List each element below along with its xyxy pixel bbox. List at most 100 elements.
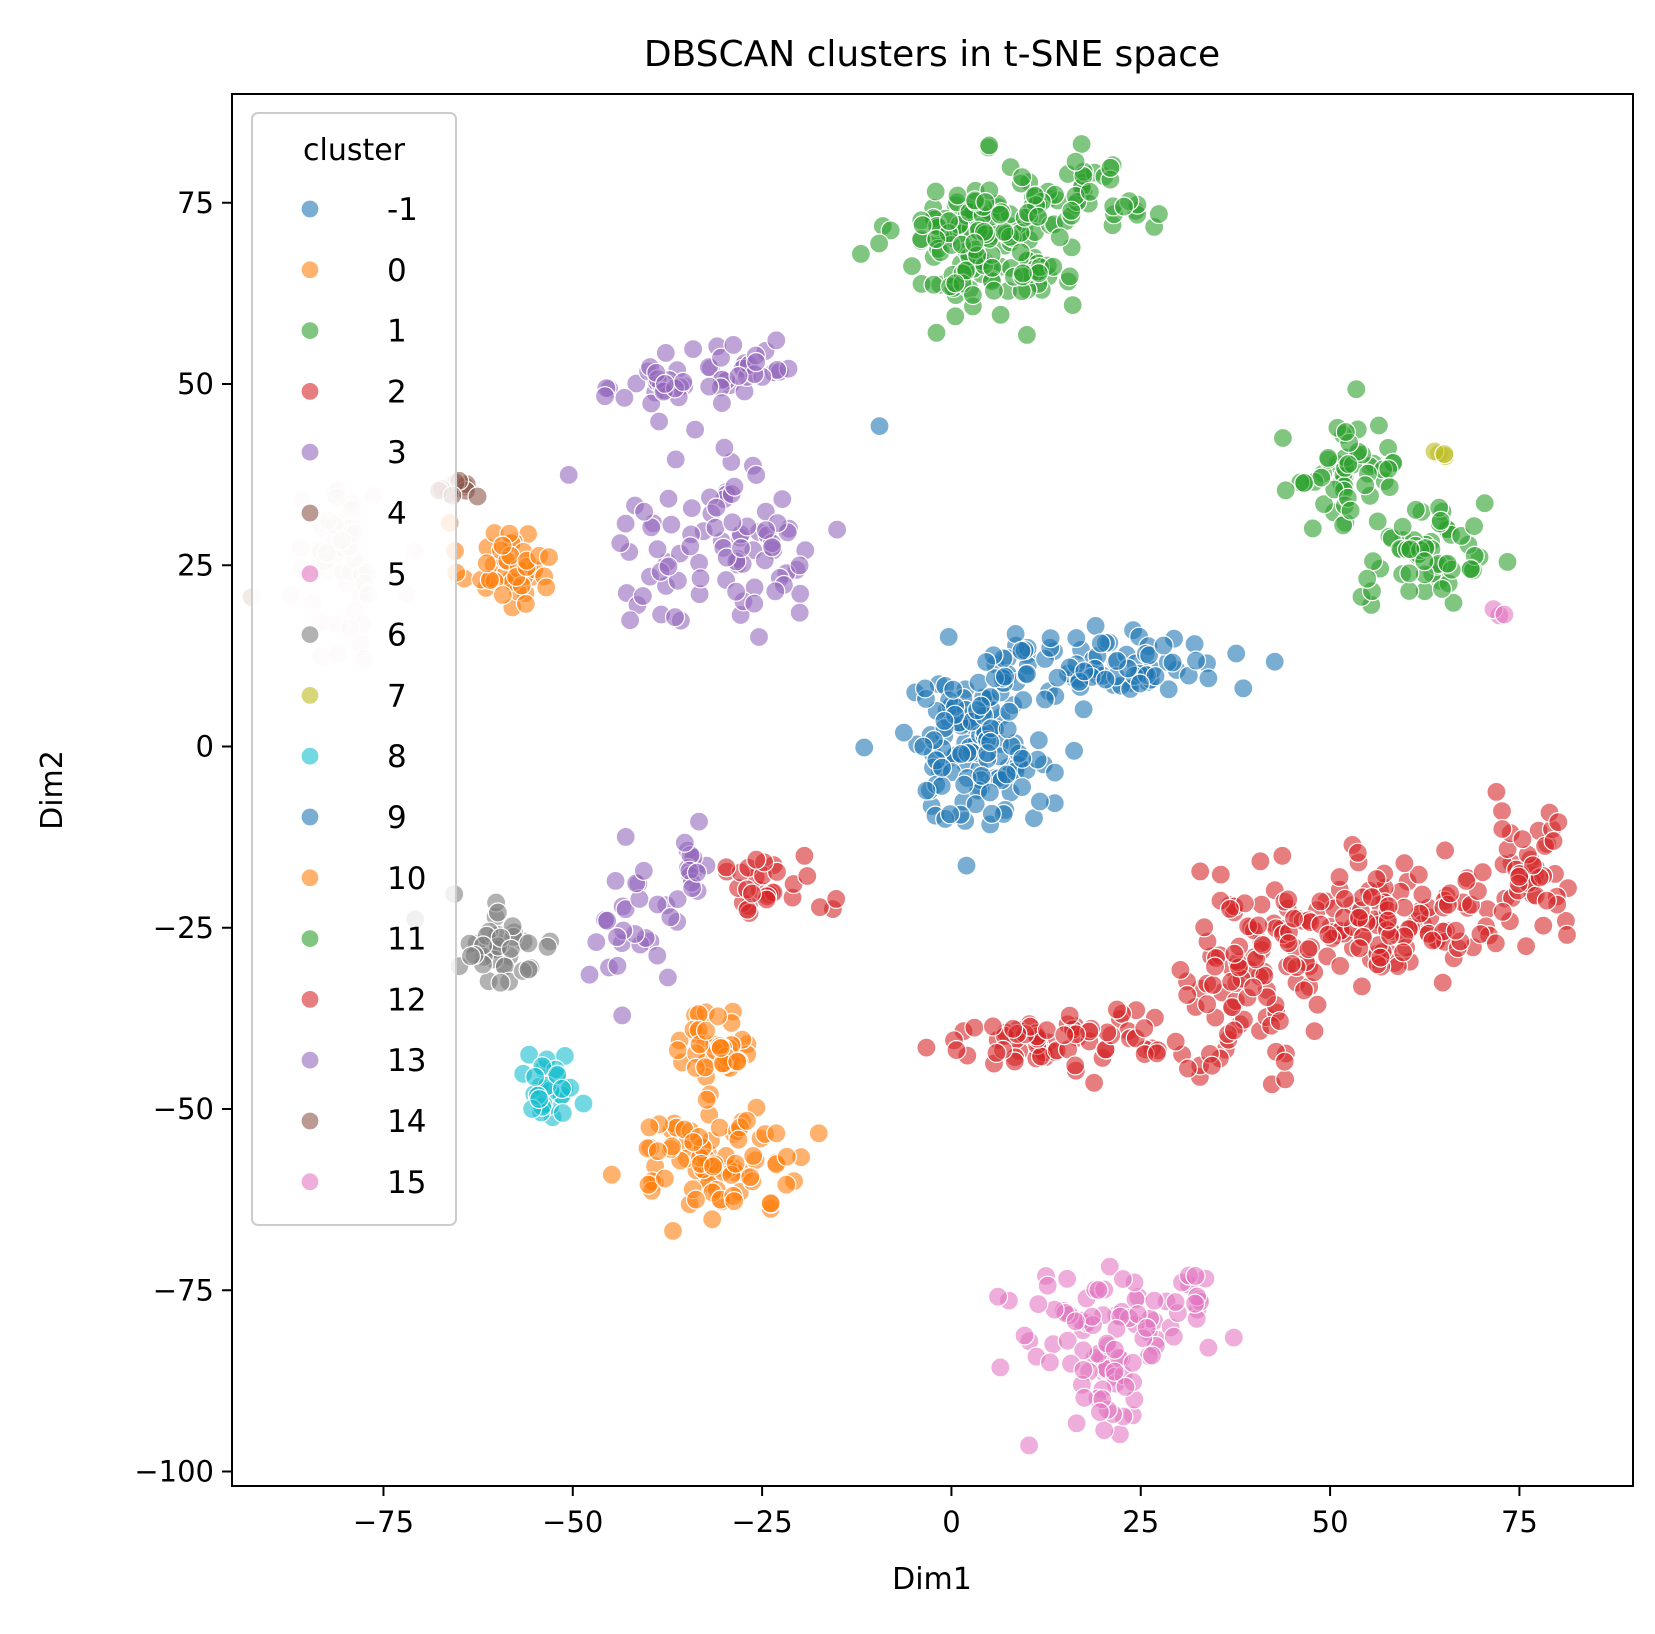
data-point	[667, 570, 689, 591]
data-point	[913, 736, 934, 757]
data-point	[1226, 643, 1247, 664]
data-point	[537, 936, 558, 957]
data-point	[1318, 924, 1339, 945]
data-point	[594, 386, 616, 407]
data-point	[1474, 493, 1495, 514]
legend-label: 7	[387, 678, 407, 714]
data-point	[1509, 866, 1530, 887]
data-point	[1113, 196, 1135, 217]
data-point	[1054, 1024, 1075, 1046]
legend-marker	[300, 199, 320, 219]
data-point	[1165, 1291, 1186, 1313]
data-point	[965, 794, 986, 815]
data-point	[725, 1153, 746, 1174]
y-axis: −100 −75 −50 −25 0 25 50 75	[134, 186, 232, 1489]
data-point	[980, 731, 1001, 753]
data-point	[1204, 956, 1226, 977]
data-point	[1122, 1352, 1143, 1373]
data-point	[1294, 472, 1315, 494]
data-point	[1472, 862, 1493, 883]
data-point	[1083, 1072, 1105, 1093]
data-point	[710, 347, 732, 368]
series-14	[579, 811, 717, 1026]
data-point	[492, 584, 513, 606]
series-10	[854, 615, 1285, 876]
data-point	[728, 1129, 749, 1150]
data-point	[615, 826, 636, 848]
data-point	[1066, 627, 1087, 649]
data-point	[1379, 477, 1400, 498]
data-point	[673, 371, 694, 392]
data-point	[956, 855, 977, 876]
data-point	[467, 486, 488, 507]
data-point	[914, 678, 936, 699]
data-point	[1492, 818, 1513, 840]
data-point	[1165, 1031, 1186, 1052]
data-point	[1106, 650, 1128, 672]
data-point	[1310, 891, 1331, 912]
data-point	[1044, 762, 1066, 783]
data-point	[926, 322, 947, 343]
data-point	[662, 1220, 684, 1242]
data-point	[971, 765, 992, 786]
legend-label: 9	[387, 800, 407, 836]
data-point	[1463, 515, 1485, 537]
data-point	[946, 1039, 967, 1061]
data-point	[1027, 206, 1049, 227]
data-point	[1148, 203, 1170, 225]
data-point	[869, 416, 890, 437]
data-point	[610, 532, 631, 554]
data-point	[1533, 915, 1554, 936]
data-point	[1061, 200, 1082, 221]
data-point	[667, 1040, 688, 1061]
data-point	[760, 1193, 781, 1214]
data-point	[1515, 936, 1537, 957]
data-point	[931, 757, 953, 778]
data-point	[982, 1016, 1004, 1037]
data-point	[690, 568, 711, 589]
data-point	[1056, 1268, 1078, 1289]
data-point	[1065, 1311, 1086, 1332]
data-point	[641, 393, 662, 414]
data-point	[964, 1017, 985, 1038]
data-point	[1071, 133, 1092, 155]
data-point	[529, 1088, 550, 1110]
data-point	[916, 780, 937, 801]
data-point	[1311, 467, 1332, 488]
data-point	[923, 274, 944, 295]
data-point	[1250, 851, 1271, 872]
series-4	[558, 330, 848, 648]
data-point	[710, 1037, 731, 1059]
legend-label: 3	[387, 435, 407, 471]
data-point	[674, 832, 695, 853]
data-point	[1115, 1376, 1136, 1398]
data-point	[573, 1093, 594, 1114]
data-point	[1153, 635, 1174, 656]
data-point	[681, 498, 702, 519]
data-point	[1400, 539, 1421, 560]
y-tick-label: 50	[177, 367, 214, 401]
data-point	[1370, 947, 1391, 968]
legend-label: 8	[387, 739, 407, 775]
data-point	[1085, 615, 1106, 637]
data-point	[741, 883, 763, 904]
legend-marker	[300, 746, 320, 766]
y-tick-label: 75	[177, 186, 214, 220]
legend-label: 1	[387, 314, 407, 350]
data-point	[990, 304, 1011, 325]
data-point	[987, 1286, 1009, 1307]
data-point	[1012, 748, 1033, 769]
data-point	[983, 280, 1005, 301]
data-point	[755, 520, 777, 541]
data-point	[460, 946, 481, 967]
series-6	[1483, 598, 1515, 626]
data-point	[1059, 1005, 1080, 1026]
data-point	[1065, 1055, 1086, 1076]
data-point	[1198, 1337, 1219, 1358]
data-point	[558, 464, 579, 485]
data-point	[1430, 510, 1451, 532]
data-point	[1548, 811, 1569, 833]
legend-label: 6	[387, 618, 407, 654]
data-point	[1196, 994, 1218, 1015]
